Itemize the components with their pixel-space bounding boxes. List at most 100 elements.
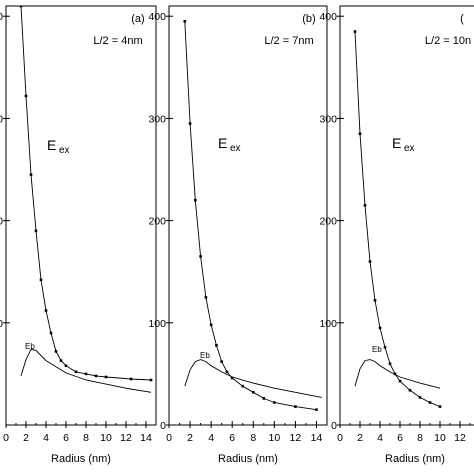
- series-label-e-ex-subscript: ex: [59, 145, 70, 156]
- data-point: [34, 229, 38, 233]
- data-point: [59, 359, 63, 362]
- data-point: [74, 370, 78, 374]
- data-point: [19, 6, 23, 8]
- plot-frame: [5, 5, 157, 426]
- data-point: [149, 378, 153, 382]
- series-label-eb: Eb: [25, 342, 35, 351]
- data-point: [438, 405, 442, 408]
- series-line: [184, 21, 317, 411]
- data-point: [129, 377, 133, 381]
- x-tick-label: 12: [454, 432, 466, 444]
- y-tick-label: 00: [0, 11, 3, 23]
- parameter-label: L/2 = 10n: [425, 35, 471, 47]
- panel-label: (: [460, 13, 464, 25]
- series-label-eb: Eb: [200, 351, 210, 360]
- y-tick-label: 00: [0, 318, 3, 330]
- data-point: [84, 372, 88, 376]
- data-point: [183, 20, 187, 23]
- data-point: [294, 405, 297, 408]
- series-eb: [20, 348, 152, 393]
- x-tick-label: 10: [100, 432, 112, 444]
- data-point: [215, 343, 218, 347]
- series-e-ex: [19, 6, 153, 382]
- x-tick-label: 0: [337, 432, 343, 444]
- chart-panel-2: 0 2 4 6 8 10 12 14 0 100 200 300 400 Radius (nm) (b) L/…: [148, 5, 328, 465]
- x-tick-label: 10: [268, 432, 280, 444]
- data-point: [29, 173, 33, 176]
- y-tick-label: 100: [319, 318, 337, 330]
- x-tick-label: 0: [166, 432, 172, 444]
- y-tick-label: 0: [160, 420, 166, 432]
- data-point: [194, 198, 197, 202]
- series-label-e-ex: E: [392, 135, 401, 151]
- data-point: [241, 384, 245, 388]
- data-point: [24, 94, 28, 98]
- panel-label: (a): [131, 13, 144, 25]
- y-tick-label: 00: [0, 216, 3, 228]
- panel-label: (b): [302, 13, 315, 25]
- data-point: [358, 132, 362, 136]
- x-tick-label: 14: [140, 432, 152, 444]
- data-point: [418, 396, 422, 399]
- series-line: [184, 359, 322, 398]
- x-tick-label: 2: [187, 432, 193, 444]
- data-point: [64, 364, 68, 368]
- series-line: [20, 348, 152, 393]
- series-eb: [184, 359, 322, 398]
- y-tick-label: 200: [319, 216, 337, 228]
- data-point: [104, 375, 108, 379]
- series-label-e-ex: E: [218, 135, 227, 151]
- data-point: [428, 401, 432, 404]
- series-eb: [354, 359, 441, 389]
- series-line: [354, 359, 441, 389]
- data-point: [199, 255, 202, 258]
- data-point: [220, 360, 223, 363]
- parameter-label: L/2 = 4nm: [93, 35, 142, 47]
- plot-frame: [168, 5, 328, 426]
- y-tick-label: 200: [148, 216, 166, 228]
- data-point: [273, 401, 276, 404]
- data-point: [388, 362, 392, 365]
- x-tick-label: 6: [63, 432, 69, 444]
- data-point: [39, 278, 43, 282]
- y-tick-label: 400: [319, 11, 337, 23]
- x-tick-label: 8: [83, 432, 89, 444]
- x-tick-label: 14: [311, 432, 323, 444]
- x-tick-label: 2: [357, 432, 363, 444]
- series-label-e-ex-subscript: ex: [230, 143, 241, 154]
- data-point: [251, 390, 255, 394]
- x-tick-label: 4: [43, 432, 49, 444]
- data-point: [94, 374, 98, 378]
- data-point: [383, 346, 387, 349]
- data-point: [230, 376, 234, 380]
- y-tick-label: 0: [331, 420, 337, 432]
- data-point: [378, 326, 382, 330]
- parameter-label: L/2 = 7nm: [264, 35, 313, 47]
- series-label-e-ex: E: [47, 137, 56, 153]
- x-tick-label: 6: [229, 432, 235, 444]
- data-point: [262, 397, 266, 400]
- y-tick-label: 300: [319, 113, 337, 125]
- data-point: [44, 309, 48, 312]
- series-label-eb: Eb: [372, 345, 382, 354]
- x-tick-label: 0: [3, 432, 9, 444]
- data-point: [225, 370, 229, 374]
- x-tick-label: 4: [208, 432, 214, 444]
- x-axis-title: Radius (nm): [218, 453, 278, 465]
- data-point: [204, 295, 208, 299]
- data-point: [49, 331, 53, 335]
- data-point: [398, 379, 402, 383]
- x-axis-title: Radius (nm): [385, 453, 445, 465]
- x-tick-label: 12: [290, 432, 302, 444]
- y-tick-label: 100: [148, 318, 166, 330]
- data-point: [315, 408, 318, 411]
- x-axis-title: Radius (nm): [51, 453, 111, 465]
- chart-panel-1: 0 2 4 6 8 10 12 14 00 00 00 00 Radius (nm) (a) L/2 = 4…: [0, 5, 157, 465]
- y-tick-label: 00: [0, 113, 3, 125]
- x-tick-label: 12: [120, 432, 132, 444]
- data-point: [353, 30, 357, 33]
- data-point: [408, 388, 412, 392]
- data-point: [373, 299, 377, 302]
